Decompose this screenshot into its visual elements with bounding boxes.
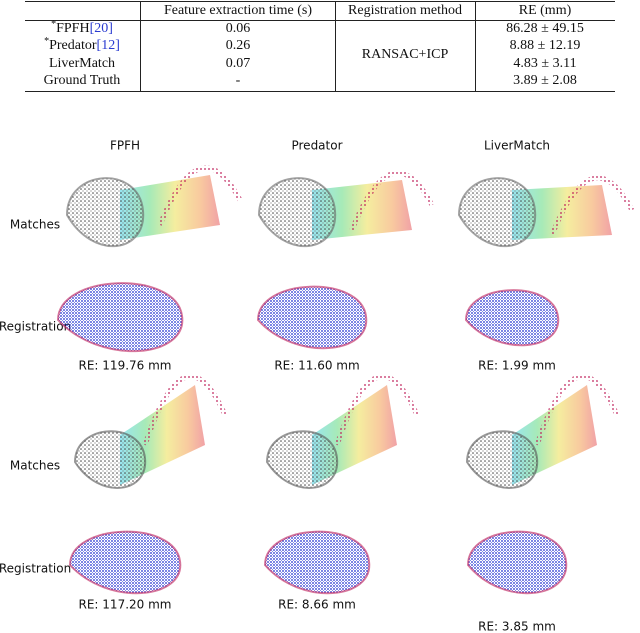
table-cell: 3.89 ± 2.08 bbox=[513, 73, 577, 88]
point-cloud bbox=[65, 177, 145, 248]
point-cloud bbox=[73, 430, 147, 489]
table-cell: 0.26 bbox=[226, 38, 251, 53]
method: LiverMatch bbox=[49, 56, 115, 71]
point-cloud bbox=[466, 530, 568, 595]
method-name: *Predator[12] bbox=[44, 36, 120, 53]
results-table: Feature extraction time (s) Registration… bbox=[25, 1, 615, 92]
re-caption: RE: 11.60 mm bbox=[274, 359, 359, 373]
target-cloud bbox=[549, 175, 635, 236]
point-cloud bbox=[265, 430, 339, 489]
point-cloud-figure: FPFH Predator LiverMatch Matches Registratio… bbox=[0, 139, 635, 633]
target-cloud bbox=[157, 165, 243, 226]
method-name: *FPFH[20] bbox=[51, 19, 113, 36]
re-caption: RE: 119.76 mm bbox=[79, 359, 172, 373]
method: FPFH bbox=[56, 21, 89, 36]
row-label: Matches bbox=[10, 218, 60, 232]
method-name: Ground Truth bbox=[44, 73, 121, 88]
point-cloud bbox=[256, 285, 368, 350]
marker: * bbox=[51, 19, 56, 30]
row-label: Registration bbox=[0, 320, 71, 334]
re-caption: RE: 117.20 mm bbox=[79, 598, 172, 612]
point-cloud bbox=[457, 177, 537, 248]
target-cloud bbox=[349, 170, 435, 231]
table-cell: 4.83 ± 3.11 bbox=[513, 56, 576, 71]
table-cell: 86.28 ± 49.15 bbox=[506, 21, 584, 36]
target-cloud bbox=[142, 373, 228, 446]
table-cell: - bbox=[236, 73, 241, 88]
table-cell: RANSAC+ICP bbox=[362, 47, 449, 62]
re-caption: RE: 1.99 mm bbox=[478, 359, 556, 373]
table-cell: 0.06 bbox=[226, 21, 251, 36]
point-cloud bbox=[263, 530, 371, 595]
citation: [12] bbox=[97, 38, 120, 53]
target-cloud bbox=[534, 373, 620, 446]
table-header: Feature extraction time (s) bbox=[164, 3, 312, 18]
point-cloud bbox=[465, 430, 539, 489]
method: Ground Truth bbox=[44, 73, 121, 88]
method: Predator bbox=[49, 38, 97, 53]
column-header: FPFH bbox=[110, 139, 140, 153]
citation: [20] bbox=[90, 21, 113, 36]
target-cloud bbox=[334, 373, 420, 446]
method-name: LiverMatch bbox=[49, 56, 115, 71]
point-cloud bbox=[56, 282, 184, 352]
column-header: Predator bbox=[291, 139, 342, 153]
column-header: LiverMatch bbox=[484, 139, 550, 153]
row-label: Registration bbox=[0, 562, 71, 576]
point-cloud bbox=[68, 530, 182, 595]
row-label: Matches bbox=[10, 459, 60, 473]
table-header: Registration method bbox=[348, 3, 462, 18]
marker: * bbox=[44, 36, 49, 47]
table-cell: 0.07 bbox=[226, 56, 251, 71]
re-caption: RE: 3.85 mm bbox=[478, 620, 556, 633]
re-caption: RE: 8.66 mm bbox=[278, 598, 356, 612]
table-header: RE (mm) bbox=[519, 3, 572, 18]
point-cloud bbox=[464, 289, 560, 347]
table-cell: 8.88 ± 12.19 bbox=[510, 38, 581, 53]
point-cloud bbox=[257, 177, 337, 248]
